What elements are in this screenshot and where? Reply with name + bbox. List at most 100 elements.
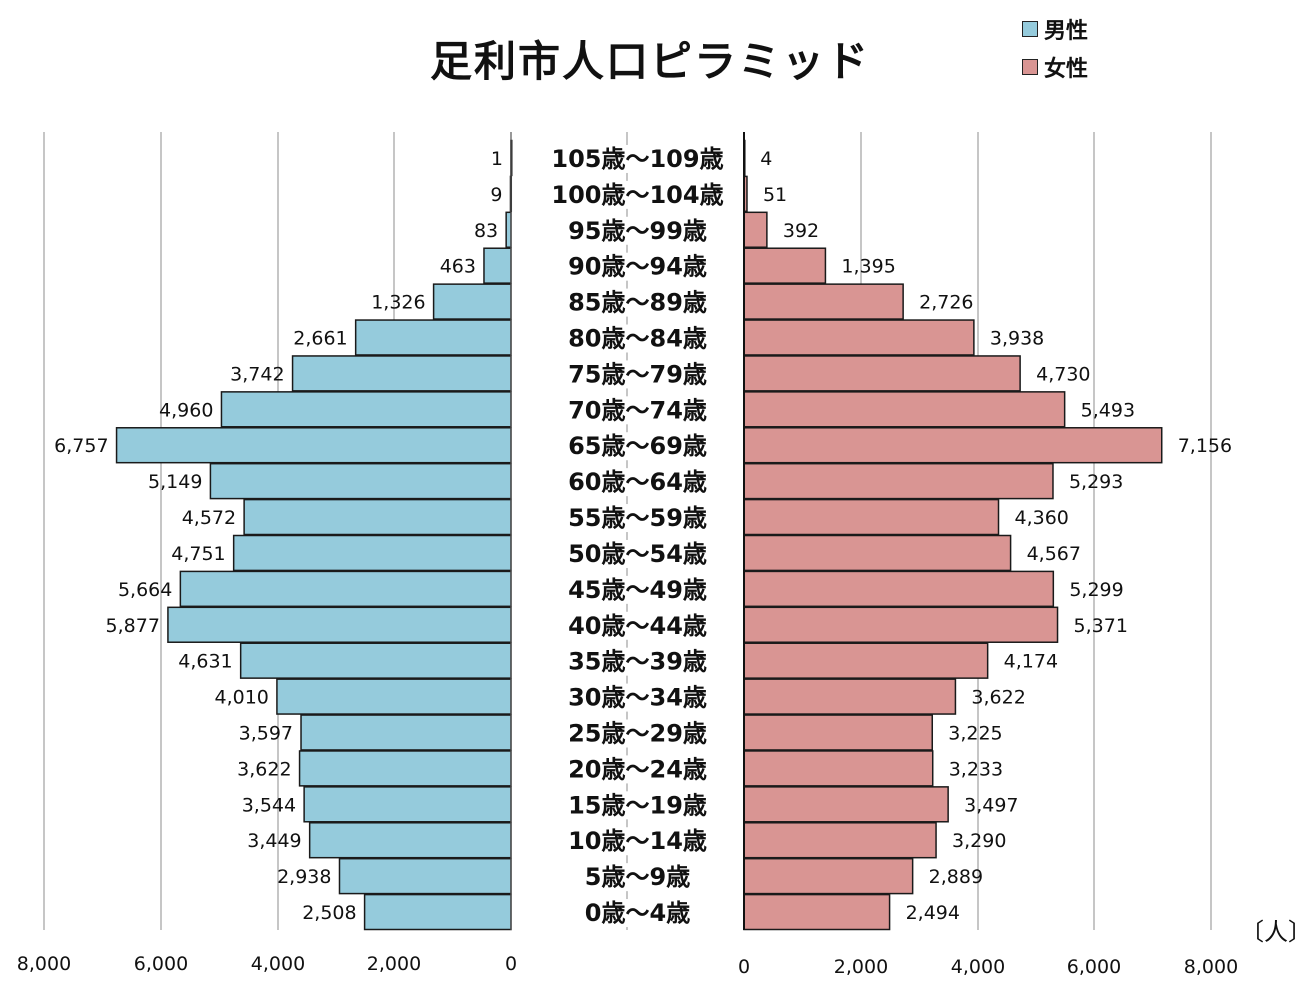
data-label-female: 3,225	[948, 723, 1002, 745]
age-group-label: 20歳～24歳	[568, 755, 707, 783]
age-group-label: 40歳～44歳	[568, 612, 707, 640]
age-label-background	[565, 216, 710, 245]
bar-female	[743, 211, 768, 248]
data-label-male: 3,597	[239, 723, 293, 745]
data-label-female: 4	[760, 148, 772, 170]
bar-male	[483, 247, 512, 284]
x-tick-label-male: 2,000	[367, 953, 421, 975]
age-label-background	[565, 791, 710, 820]
legend-item-female: 女性	[1022, 48, 1088, 86]
data-label-male: 5,149	[148, 471, 202, 493]
data-label-female: 2,889	[929, 866, 983, 888]
age-group-label: 90歳～94歳	[568, 253, 707, 281]
age-label-background	[565, 396, 710, 425]
unit-label: 〔人〕	[1240, 918, 1296, 946]
data-label-male: 2,661	[293, 328, 347, 350]
age-label-background	[565, 719, 710, 748]
bar-female	[743, 247, 827, 284]
bar-male	[243, 498, 512, 536]
bar-male	[115, 427, 512, 464]
age-label-background	[581, 863, 694, 892]
age-label-background	[565, 575, 710, 604]
age-group-label: 80歳～84歳	[568, 325, 707, 353]
bar-female	[743, 678, 957, 715]
bar-male	[220, 391, 512, 428]
bar-female	[743, 642, 989, 679]
data-label-female: 7,156	[1178, 435, 1232, 457]
data-label-male: 4,751	[171, 543, 225, 565]
age-group-label: 105歳～109歳	[551, 145, 723, 173]
x-tick-label-female: 0	[738, 956, 750, 978]
data-label-male: 9	[490, 184, 502, 206]
age-group-label: 35歳～39歳	[568, 648, 707, 676]
age-label-background	[548, 180, 727, 209]
bar-male	[209, 462, 512, 500]
age-label-background	[565, 611, 710, 640]
data-label-male: 3,742	[230, 363, 284, 385]
data-label-female: 5,293	[1069, 471, 1123, 493]
data-label-female: 4,730	[1036, 363, 1090, 385]
legend-swatch-male	[1022, 21, 1038, 37]
bar-male	[167, 606, 512, 643]
x-tick-label-female: 8,000	[1184, 956, 1238, 978]
bar-female	[743, 319, 975, 356]
bar-female	[743, 786, 949, 823]
bar-male	[179, 570, 512, 608]
age-group-label: 25歳～29歳	[568, 720, 707, 748]
data-label-female: 3,622	[971, 687, 1025, 709]
data-label-male: 1	[491, 148, 503, 170]
x-tick-label-male: 0	[505, 953, 517, 975]
data-label-female: 5,299	[1069, 579, 1123, 601]
bar-female	[743, 534, 1012, 572]
chart-title: 足利市人口ピラミッド	[429, 37, 870, 86]
bar-female	[743, 570, 1055, 608]
age-label-background	[581, 899, 694, 928]
legend-item-male: 男性	[1022, 10, 1088, 48]
data-label-male: 83	[474, 220, 498, 242]
data-label-male: 463	[440, 256, 476, 278]
age-label-background	[548, 144, 727, 173]
bar-male	[363, 893, 512, 931]
age-group-label: 70歳～74歳	[568, 396, 707, 424]
age-group-label: 50歳～54歳	[568, 540, 707, 568]
age-label-background	[565, 539, 710, 568]
age-group-label: 100歳～104歳	[551, 181, 723, 209]
bar-female	[743, 462, 1054, 500]
age-label-background	[565, 755, 710, 784]
bar-female	[743, 606, 1059, 643]
data-label-female: 51	[763, 184, 787, 206]
age-label-background	[565, 647, 710, 676]
age-group-label: 85歳～89歳	[568, 289, 707, 317]
bar-female	[743, 822, 937, 859]
bar-female	[743, 391, 1066, 428]
data-label-male: 6,757	[54, 435, 108, 457]
data-label-male: 5,664	[118, 579, 172, 601]
bar-male	[308, 822, 512, 859]
x-tick-label-male: 4,000	[251, 953, 305, 975]
data-label-male: 2,508	[302, 902, 356, 924]
age-label-background	[565, 252, 710, 281]
data-label-male: 5,877	[106, 615, 160, 637]
data-label-male: 4,010	[215, 687, 269, 709]
bar-female	[743, 750, 934, 787]
bar-female	[743, 714, 934, 751]
data-label-female: 4,174	[1004, 651, 1058, 673]
age-group-label: 30歳～34歳	[568, 684, 707, 712]
bar-female	[743, 427, 1163, 464]
data-label-female: 392	[783, 220, 819, 242]
age-group-label: 10歳～14歳	[568, 827, 707, 855]
data-label-male: 3,544	[242, 794, 296, 816]
data-label-male: 4,631	[178, 651, 232, 673]
age-group-label: 60歳～64歳	[568, 468, 707, 496]
data-label-female: 5,371	[1074, 615, 1128, 637]
data-label-male: 4,572	[182, 507, 236, 529]
age-label-background	[565, 432, 710, 461]
x-tick-label-female: 4,000	[951, 956, 1005, 978]
age-group-label: 5歳～9歳	[585, 863, 690, 891]
age-label-background	[565, 468, 710, 497]
bar-female	[743, 283, 904, 320]
x-tick-label-female: 6,000	[1067, 956, 1121, 978]
age-group-label: 15歳～19歳	[568, 791, 707, 819]
bar-female	[743, 857, 914, 895]
age-label-background	[565, 324, 710, 353]
